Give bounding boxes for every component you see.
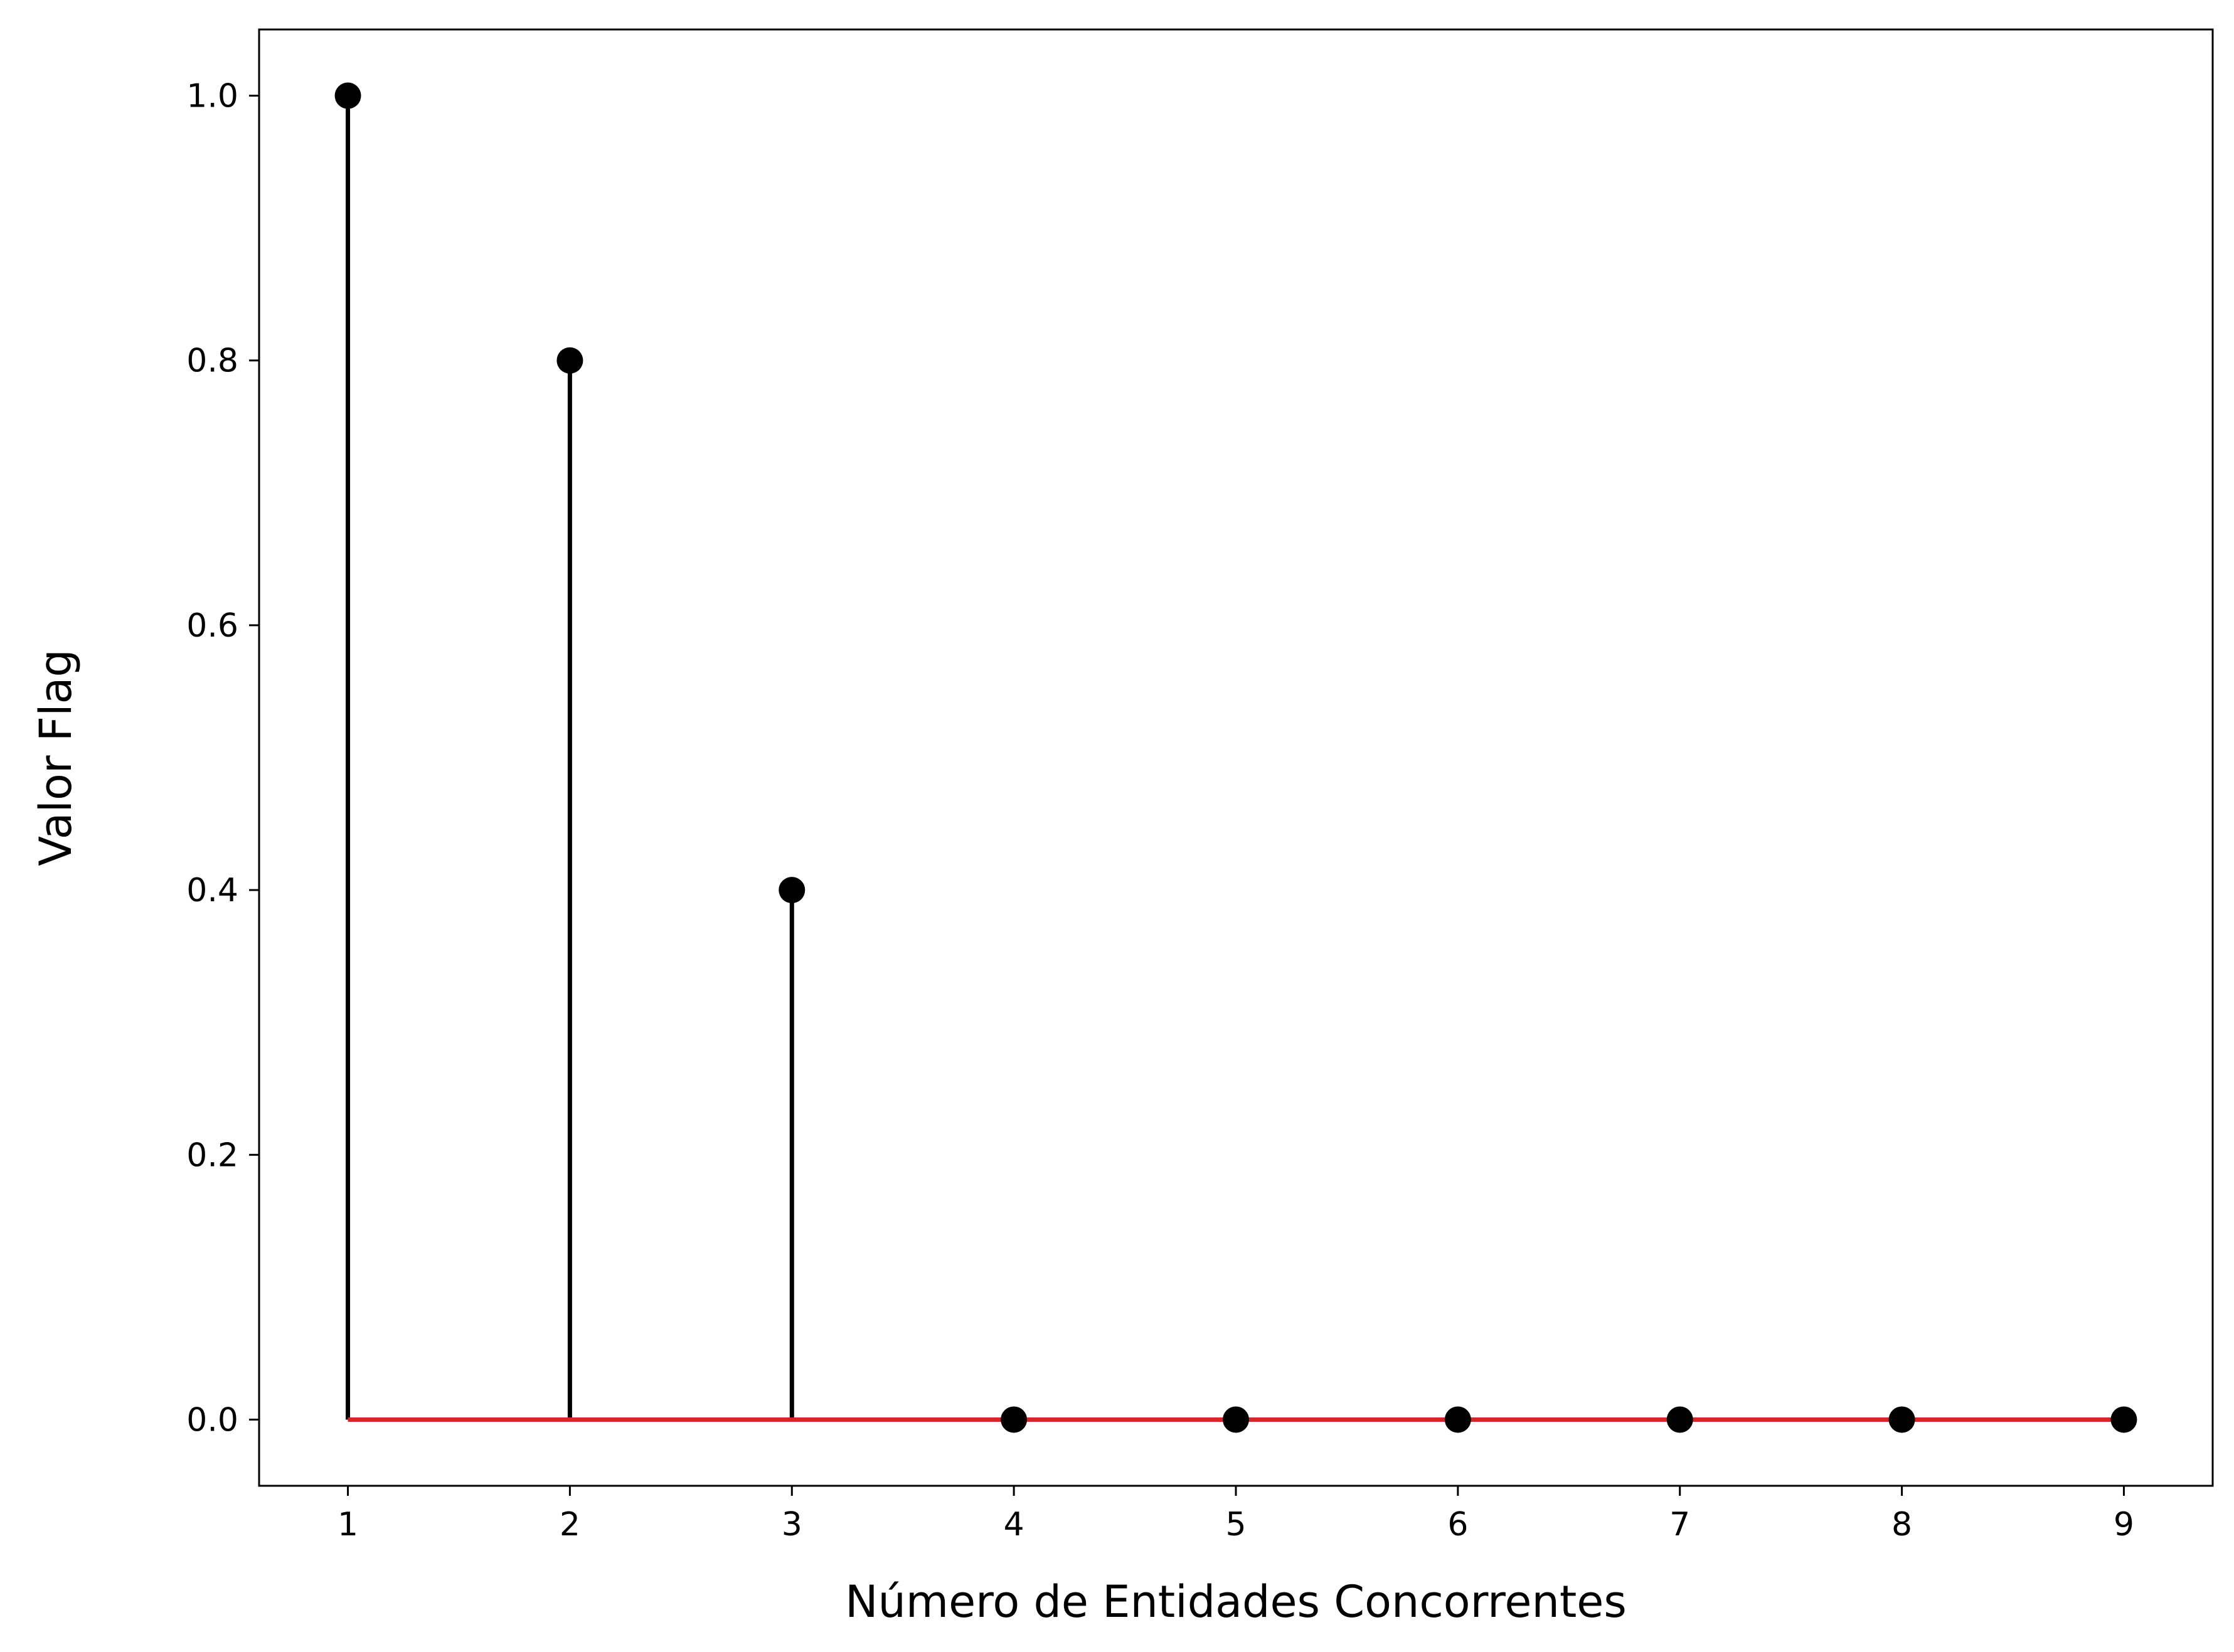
y-axis-title: Valor Flag: [30, 649, 82, 866]
y-tick-label: 0.0: [186, 1401, 238, 1439]
x-tick-label: 2: [560, 1506, 580, 1543]
y-tick-label: 0.4: [186, 872, 238, 909]
x-tick-label: 4: [1004, 1506, 1024, 1543]
stem-marker: [779, 877, 806, 904]
plot-area: [334, 82, 2137, 1433]
x-tick-label: 1: [338, 1506, 358, 1543]
stem-marker: [1666, 1406, 1693, 1433]
stem-marker: [1001, 1406, 1028, 1433]
stem-marker: [556, 347, 583, 374]
x-tick-label: 5: [1225, 1506, 1246, 1543]
x-axis: 1 2 3 4 5 6 7 8 9: [338, 1486, 2134, 1543]
x-tick-label: 8: [1891, 1506, 1912, 1543]
stem-marker: [2110, 1406, 2137, 1433]
y-tick-label: 0.2: [186, 1136, 238, 1174]
y-tick-label: 0.8: [186, 342, 238, 380]
y-axis: 0.0 0.2 0.4 0.6 0.8 1.0: [186, 78, 259, 1439]
stem-marker: [1888, 1406, 1915, 1433]
x-tick-label: 7: [1669, 1506, 1690, 1543]
stem-marker: [1444, 1406, 1471, 1433]
x-tick-label: 6: [1447, 1506, 1468, 1543]
x-tick-label: 9: [2114, 1506, 2134, 1543]
stem-marker: [334, 82, 361, 109]
y-tick-label: 1.0: [186, 78, 238, 115]
x-axis-title: Número de Entidades Concorrentes: [845, 1576, 1627, 1628]
y-tick-label: 0.6: [186, 607, 238, 645]
stem-marker: [1223, 1406, 1249, 1433]
x-tick-label: 3: [782, 1506, 802, 1543]
